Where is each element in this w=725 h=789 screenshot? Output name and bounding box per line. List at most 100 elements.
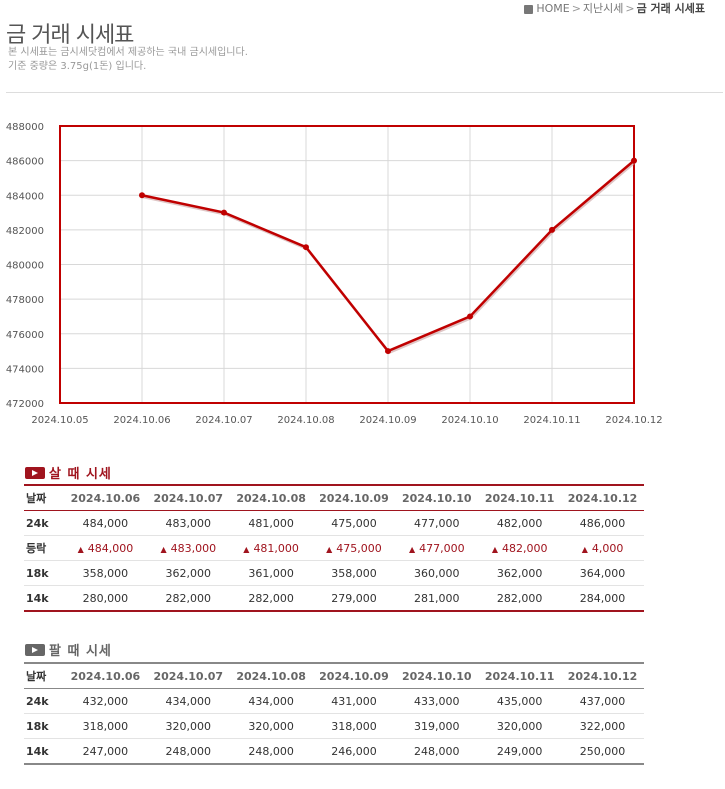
table-row: 14k 247,000 248,000 248,000 246,000 248,000 24…	[24, 738, 644, 765]
x-tick-label: 2024.10.08	[277, 415, 334, 426]
price-cell: 320,000	[478, 713, 562, 739]
date-column-header: 2024.10.09	[312, 663, 396, 689]
play-icon	[25, 644, 45, 656]
sell-section-title: 팔 때 시세	[25, 640, 112, 659]
row-label: 24k	[24, 510, 64, 536]
price-cell: 432,000	[64, 688, 147, 714]
date-column-header: 2024.10.08	[229, 485, 313, 511]
up-arrow-icon: ▲	[243, 544, 250, 554]
table-row: 24k 484,000 483,000 481,000 475,000 477,000 48…	[24, 510, 644, 536]
price-cell: 362,000	[478, 560, 562, 586]
price-cell: 475,000	[312, 510, 396, 536]
price-cell: 282,000	[478, 585, 562, 612]
breadcrumb-current: 금 거래 시세표	[636, 2, 705, 15]
row-header-label: 날짜	[24, 485, 64, 511]
y-tick-label: 484000	[6, 191, 44, 202]
breadcrumb-separator: >	[625, 2, 635, 15]
sell-title-label: 팔 때 시세	[49, 644, 112, 659]
divider	[6, 92, 723, 93]
description-line: 기준 중량은 3.75g(1돈) 입니다.	[8, 61, 147, 72]
up-arrow-icon: ▲	[581, 544, 588, 554]
price-cell: ▲ 481,000	[229, 535, 313, 561]
price-cell: 484,000	[64, 510, 147, 536]
price-cell: ▲ 483,000	[146, 535, 230, 561]
date-column-header: 2024.10.07	[146, 663, 230, 689]
plot-frame	[59, 125, 635, 404]
date-column-header: 2024.10.11	[478, 485, 562, 511]
row-label: 18k	[24, 713, 64, 739]
price-cell: 322,000	[561, 713, 644, 739]
price-cell: 247,000	[64, 738, 147, 765]
price-cell: ▲ 482,000	[478, 535, 562, 561]
price-cell: 482,000	[478, 510, 562, 536]
price-cell: ▲ 4,000	[561, 535, 644, 561]
row-label: 14k	[24, 585, 64, 612]
up-arrow-icon: ▲	[326, 544, 333, 554]
date-column-header: 2024.10.08	[229, 663, 313, 689]
price-cell: 246,000	[312, 738, 396, 765]
description-line: 본 시세표는 금시세닷컴에서 제공하는 국내 금시세입니다.	[8, 47, 248, 58]
x-tick-label: 2024.10.06	[113, 415, 170, 426]
x-tick-label: 2024.10.12	[605, 415, 662, 426]
buy-section-title: 살 때 시세	[25, 463, 112, 482]
x-tick-label: 2024.10.05	[31, 415, 88, 426]
page-description: 본 시세표는 금시세닷컴에서 제공하는 국내 금시세입니다. 기준 중량은 3.…	[8, 46, 248, 74]
x-tick-label: 2024.10.10	[441, 415, 498, 426]
price-cell: 284,000	[561, 585, 644, 612]
row-label: 등락	[24, 535, 64, 561]
date-column-header: 2024.10.10	[395, 663, 479, 689]
date-column-header: 2024.10.09	[312, 485, 396, 511]
price-cell: 362,000	[146, 560, 230, 586]
price-cell: 486,000	[561, 510, 644, 536]
row-label: 24k	[24, 688, 64, 714]
data-point	[385, 348, 391, 355]
sell-price-table: 날짜 2024.10.06 2024.10.07 2024.10.08 2024.10.…	[24, 662, 644, 765]
price-cell: 358,000	[64, 560, 147, 586]
x-tick-label: 2024.10.11	[523, 415, 580, 426]
price-cell: 248,000	[229, 738, 313, 765]
price-cell: ▲ 484,000	[64, 535, 147, 561]
y-tick-label: 486000	[6, 157, 44, 168]
data-point	[631, 157, 637, 164]
table-row: 18k 318,000 320,000 320,000 318,000 319,000 32…	[24, 713, 644, 739]
price-cell: 358,000	[312, 560, 396, 586]
y-tick-label: 480000	[6, 261, 44, 272]
price-cell: 360,000	[395, 560, 479, 586]
breadcrumb: HOME > 지난시세 > 금 거래 시세표	[524, 0, 705, 16]
price-cell: 434,000	[146, 688, 230, 714]
price-cell: 282,000	[229, 585, 313, 612]
row-label: 18k	[24, 560, 64, 586]
price-cell: 477,000	[395, 510, 479, 536]
data-point	[549, 226, 555, 233]
price-cell: 318,000	[64, 713, 147, 739]
y-tick-label: 482000	[6, 226, 44, 237]
breadcrumb-separator: >	[571, 2, 581, 15]
buy-title-label: 살 때 시세	[49, 467, 112, 482]
data-point	[139, 192, 145, 199]
row-header-label: 날짜	[24, 663, 64, 689]
date-column-header: 2024.10.06	[64, 485, 147, 511]
price-cell: 281,000	[395, 585, 479, 612]
x-tick-label: 2024.10.09	[359, 415, 416, 426]
price-cell: 249,000	[478, 738, 562, 765]
date-column-header: 2024.10.11	[478, 663, 562, 689]
breadcrumb-home-link[interactable]: HOME	[536, 2, 570, 15]
table-row: 24k 432,000 434,000 434,000 431,000 433,000 43…	[24, 688, 644, 714]
date-column-header: 2024.10.06	[64, 663, 147, 689]
data-point	[303, 244, 309, 251]
price-cell: 364,000	[561, 560, 644, 586]
price-cell: 434,000	[229, 688, 313, 714]
y-tick-label: 476000	[6, 330, 44, 341]
table-row: 14k 280,000 282,000 282,000 279,000 281,000 28…	[24, 585, 644, 612]
price-cell: 437,000	[561, 688, 644, 714]
price-cell: 248,000	[395, 738, 479, 765]
price-cell: ▲ 475,000	[312, 535, 396, 561]
buy-price-table: 날짜 2024.10.06 2024.10.07 2024.10.08 2024.10.…	[24, 484, 644, 612]
row-label: 14k	[24, 738, 64, 765]
price-cell: 248,000	[146, 738, 230, 765]
price-line-chart: 472000 474000 476000 478000 480000 482000 4840…	[6, 122, 663, 426]
date-column-header: 2024.10.12	[561, 485, 644, 511]
breadcrumb-parent-link[interactable]: 지난시세	[582, 2, 624, 15]
page-title: 금 거래 시세표	[6, 22, 134, 48]
price-cell: 361,000	[229, 560, 313, 586]
